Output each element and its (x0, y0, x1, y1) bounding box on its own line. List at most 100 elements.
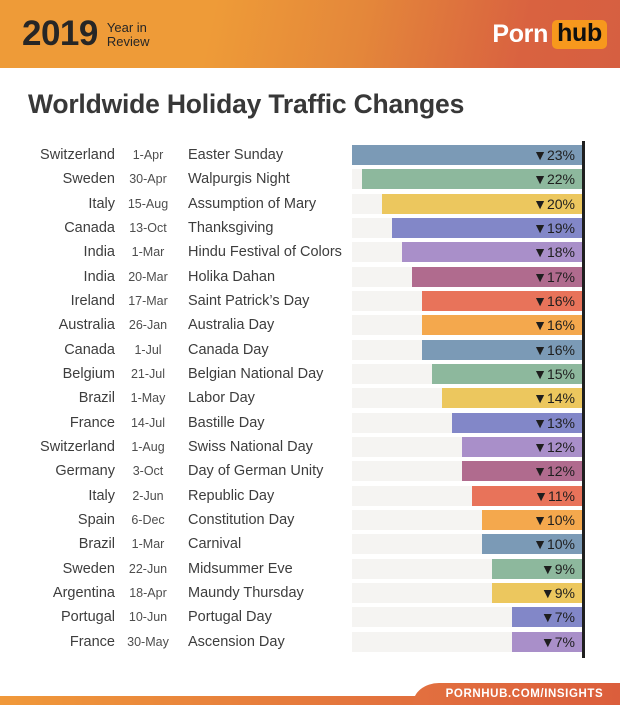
traffic-change-bar: ▼19% (392, 218, 582, 239)
holiday-traffic-bar-chart: Switzerland 1-Apr Easter Sunday ▼23% Swe… (28, 141, 585, 658)
chart-row: Canada 1-Jul Canada Day ▼16% (28, 338, 582, 362)
page-title: Worldwide Holiday Traffic Changes (28, 89, 465, 119)
date-label: 18-Apr (129, 586, 167, 601)
holiday-label: Portugal Day (188, 609, 272, 626)
country-label: Italy (88, 487, 115, 504)
date-label: 2-Jun (132, 488, 164, 503)
country-label: Brazil (78, 536, 115, 553)
holiday-label: Bastille Day (188, 414, 265, 431)
bar-track: ▼13% (352, 412, 582, 433)
country-label: Australia (58, 317, 115, 334)
change-percent-label: ▼11% (534, 487, 575, 504)
chart-row: Ireland 17-Mar Saint Patrick’s Day ▼16% (28, 289, 582, 313)
traffic-change-bar: ▼16% (422, 315, 582, 336)
date-label: 10-Jun (128, 610, 168, 625)
axis-baseline (582, 141, 585, 658)
change-percent-label: ▼17% (533, 268, 575, 285)
date-label: 21-Jul (130, 367, 166, 382)
year-group: 2019 Year in Review (22, 14, 150, 54)
chart-row: India 1-Mar Hindu Festival of Colors ▼18… (28, 240, 582, 264)
holiday-label: Day of German Unity (188, 463, 324, 480)
date-label: 22-Jun (128, 561, 168, 576)
bar-track: ▼22% (352, 169, 582, 190)
bar-track: ▼17% (352, 266, 582, 287)
change-percent-label: ▼14% (533, 390, 575, 407)
traffic-change-bar: ▼14% (442, 388, 582, 409)
country-label: France (69, 414, 115, 431)
traffic-change-bar: ▼10% (482, 510, 582, 531)
insights-url-text: PORNHUB.COM/INSIGHTS (445, 688, 604, 700)
bar-track: ▼19% (352, 218, 582, 239)
country-label: Sweden (62, 171, 115, 188)
traffic-change-bar: ▼16% (422, 339, 582, 360)
bar-track: ▼7% (352, 607, 582, 628)
traffic-change-bar: ▼16% (422, 291, 582, 312)
change-percent-label: ▼10% (533, 536, 575, 553)
date-label: 1-Mar (131, 537, 165, 552)
traffic-change-bar: ▼23% (352, 145, 582, 166)
bar-track: ▼9% (352, 583, 582, 604)
date-label: 1-Mar (131, 245, 165, 260)
change-percent-label: ▼10% (533, 512, 575, 529)
holiday-label: Holika Dahan (188, 268, 276, 285)
pornhub-logo: Porn hub (492, 19, 607, 49)
bar-track: ▼16% (352, 315, 582, 336)
holiday-label: Republic Day (188, 487, 275, 504)
bar-track: ▼9% (352, 558, 582, 579)
traffic-change-bar: ▼15% (432, 364, 582, 385)
chart-row: Switzerland 1-Aug Swiss National Day ▼12… (28, 435, 582, 459)
change-percent-label: ▼15% (533, 366, 575, 383)
bar-track: ▼15% (352, 364, 582, 385)
date-label: 6-Dec (131, 513, 165, 528)
holiday-label: Ascension Day (188, 633, 285, 650)
chart-rows: Switzerland 1-Apr Easter Sunday ▼23% Swe… (28, 143, 582, 654)
country-label: Argentina (52, 585, 115, 602)
bar-track: ▼10% (352, 510, 582, 531)
holiday-label: Hindu Festival of Colors (188, 244, 342, 261)
country-label: Germany (55, 463, 115, 480)
change-percent-label: ▼16% (533, 341, 575, 358)
chart-row: Argentina 18-Apr Maundy Thursday ▼9% (28, 581, 582, 605)
country-label: Brazil (78, 390, 115, 407)
chart-row: Sweden 22-Jun Midsummer Eve ▼9% (28, 557, 582, 581)
holiday-label: Labor Day (188, 390, 255, 407)
traffic-change-bar: ▼18% (402, 242, 582, 263)
date-label: 1-Aug (131, 440, 165, 455)
chart-row: Sweden 30-Apr Walpurgis Night ▼22% (28, 167, 582, 191)
traffic-change-bar: ▼10% (482, 534, 582, 555)
bar-track: ▼7% (352, 631, 582, 652)
chart-row: Germany 3-Oct Day of German Unity ▼12% (28, 459, 582, 483)
change-percent-label: ▼19% (533, 220, 575, 237)
traffic-change-bar: ▼12% (462, 437, 582, 458)
change-percent-label: ▼23% (533, 147, 575, 164)
country-label: Canada (64, 220, 115, 237)
chart-row: Brazil 1-May Labor Day ▼14% (28, 386, 582, 410)
traffic-change-bar: ▼7% (512, 631, 582, 652)
country-label: Spain (77, 512, 115, 529)
change-percent-label: ▼16% (533, 317, 575, 334)
country-label: Ireland (70, 293, 115, 310)
change-percent-label: ▼7% (540, 609, 575, 626)
holiday-label: Constitution Day (188, 512, 295, 529)
traffic-change-bar: ▼13% (452, 412, 582, 433)
logo-hub-badge: hub (552, 19, 607, 49)
change-percent-label: ▼13% (533, 414, 575, 431)
logo-porn-text: Porn (492, 19, 549, 48)
insights-url-tab: PORNHUB.COM/INSIGHTS (413, 683, 620, 705)
date-label: 1-Apr (132, 148, 164, 163)
change-percent-label: ▼18% (533, 244, 575, 261)
chart-row: Brazil 1-Mar Carnival ▼10% (28, 532, 582, 556)
date-label: 15-Aug (127, 196, 169, 211)
bar-track: ▼12% (352, 437, 582, 458)
country-label: Sweden (62, 560, 115, 577)
date-label: 26-Jan (128, 318, 168, 333)
chart-row: Italy 2-Jun Republic Day ▼11% (28, 484, 582, 508)
traffic-change-bar: ▼9% (492, 558, 582, 579)
change-percent-label: ▼9% (540, 560, 575, 577)
change-percent-label: ▼12% (533, 463, 575, 480)
holiday-label: Maundy Thursday (188, 585, 304, 602)
country-label: France (69, 633, 115, 650)
holiday-label: Assumption of Mary (188, 195, 317, 212)
country-label: Switzerland (40, 439, 115, 456)
